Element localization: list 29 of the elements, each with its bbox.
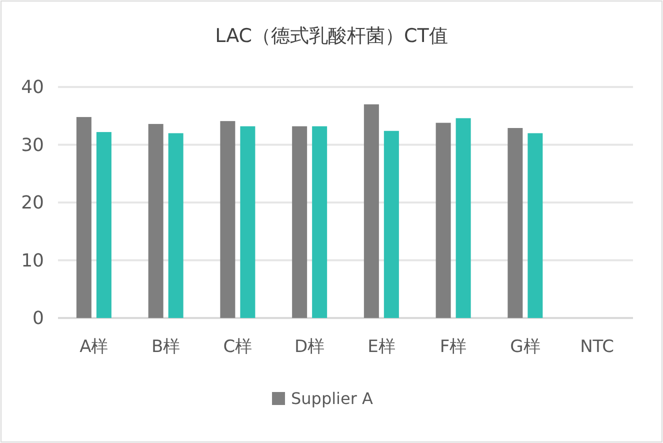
bar (76, 117, 92, 318)
bar (220, 121, 236, 318)
x-tick-label: A样 (80, 337, 108, 357)
bar (364, 104, 379, 318)
bar (148, 124, 164, 318)
bar (292, 126, 308, 318)
x-tick-label: B样 (151, 337, 180, 357)
bar (436, 122, 451, 318)
x-tick-label: D样 (294, 337, 325, 357)
x-tick-label: E样 (368, 337, 396, 357)
bar (508, 128, 523, 318)
bar (312, 126, 328, 318)
y-tick-label: 30 (21, 134, 44, 156)
y-tick-label: 10 (21, 250, 44, 272)
bar (384, 130, 399, 318)
x-tick-label: C样 (223, 337, 252, 357)
y-tick-label: 0 (32, 308, 44, 329)
chart-title: LAC（德式乳酸杆菌）CT值 (215, 25, 448, 47)
bar (528, 133, 543, 318)
x-tick-label: F样 (440, 337, 467, 357)
bar (168, 133, 184, 318)
legend-label: Supplier A (291, 389, 374, 408)
bar (456, 118, 471, 318)
y-tick-label: 20 (21, 192, 44, 214)
bar (96, 132, 112, 318)
bar (240, 126, 256, 318)
x-tick-label: NTC (580, 337, 614, 357)
y-tick-label: 40 (21, 77, 44, 98)
x-tick-label: G样 (510, 337, 540, 357)
